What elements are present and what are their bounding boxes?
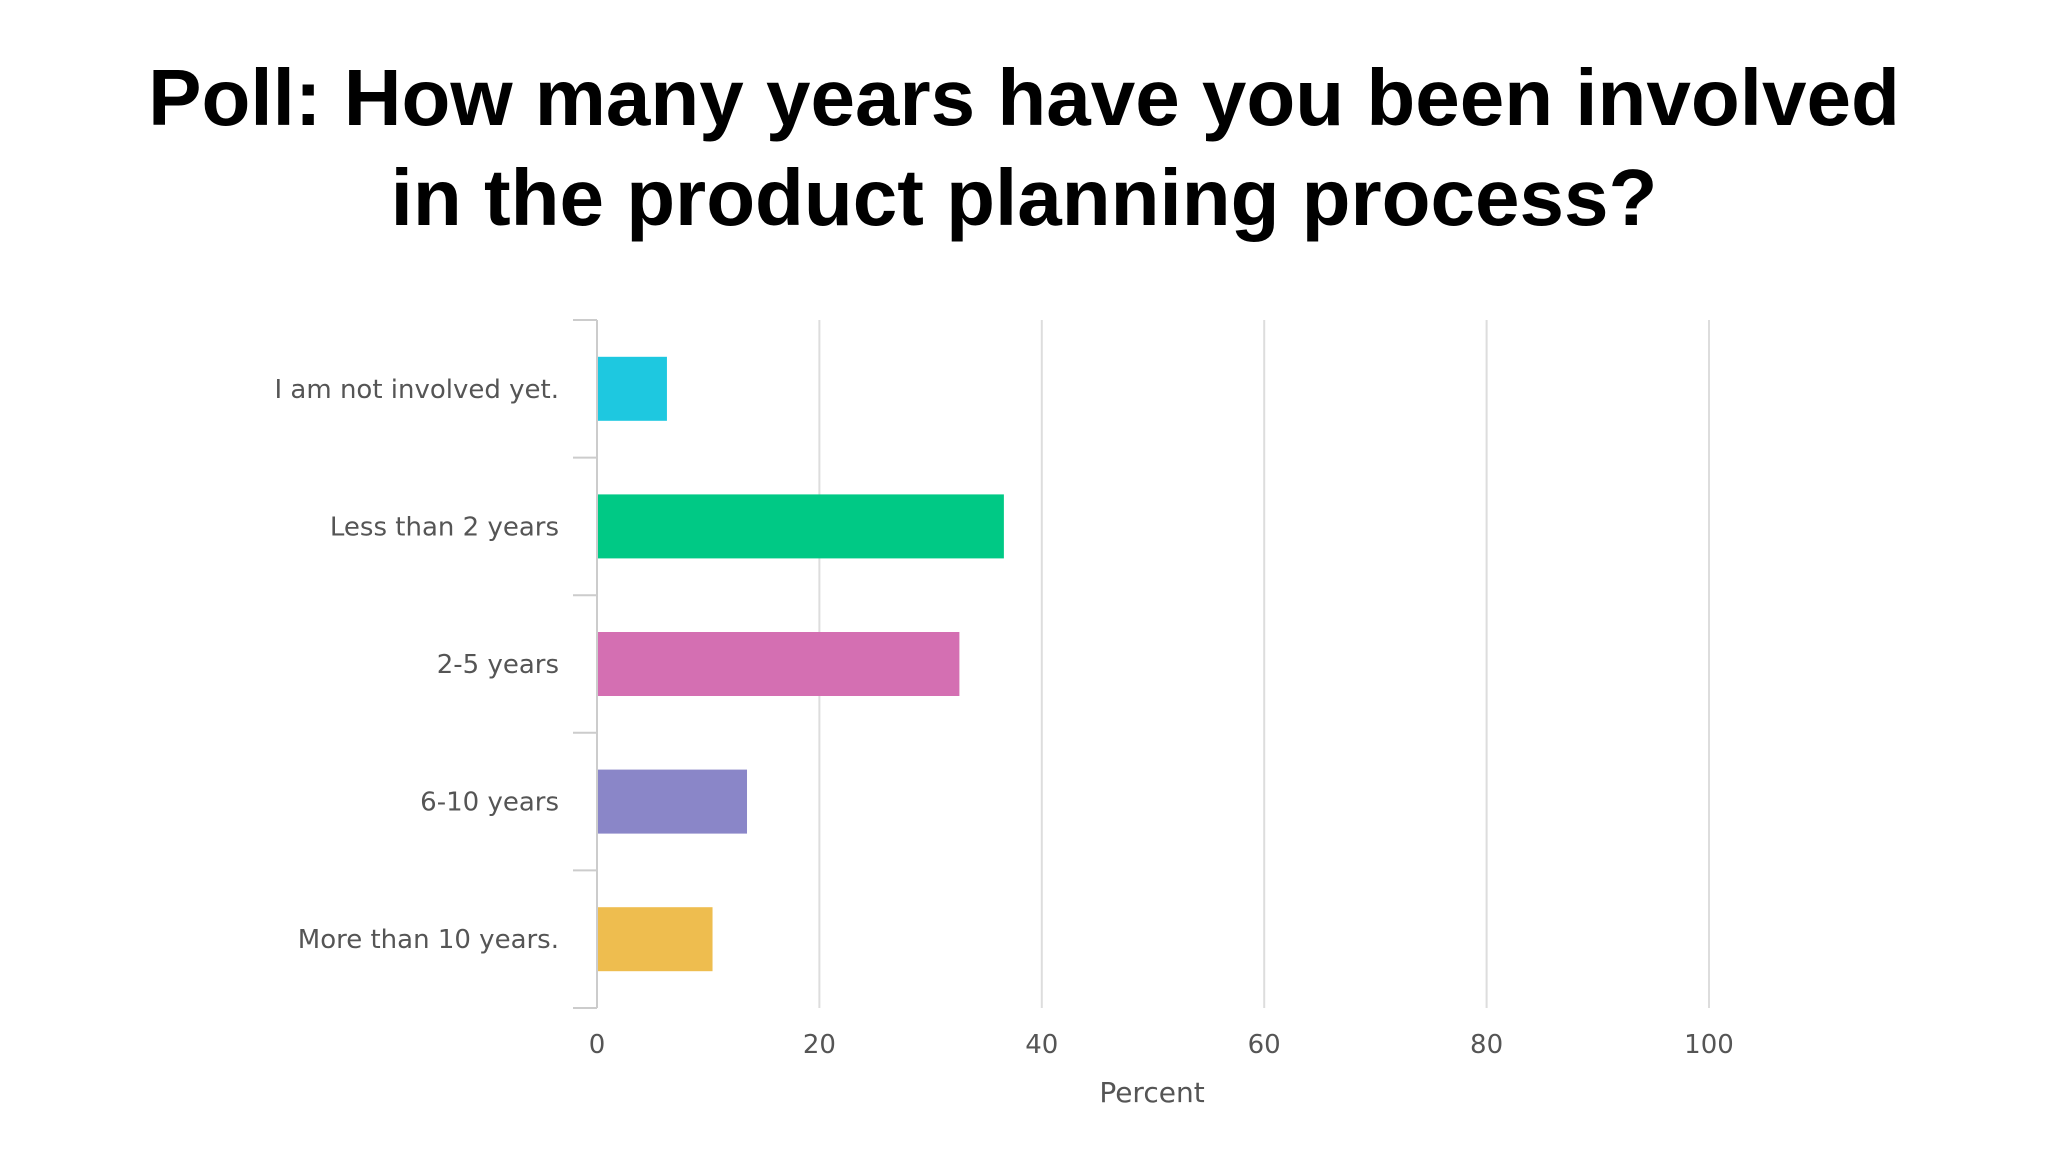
- bar: [598, 494, 1004, 559]
- category-label: I am not involved yet.: [274, 375, 559, 405]
- x-tick-label: 80: [1470, 1030, 1503, 1060]
- bar: [598, 356, 667, 421]
- x-tick-labels: 0 20 40 60 80 100: [589, 1030, 1734, 1060]
- x-tick-label: 40: [1025, 1030, 1058, 1060]
- x-tick-label: 100: [1684, 1030, 1734, 1060]
- chart-title: Poll: How many years have you been invol…: [0, 48, 2048, 248]
- x-tick-label: 20: [803, 1030, 836, 1060]
- chart-title-line-2: in the product planning process?: [390, 153, 1658, 242]
- y-axis: [573, 319, 598, 1009]
- x-tick-label: 0: [589, 1030, 606, 1060]
- chart-title-line-1: Poll: How many years have you been invol…: [148, 53, 1900, 142]
- category-label: Less than 2 years: [330, 512, 559, 542]
- category-labels: I am not involved yet. Less than 2 years 2…: [274, 375, 559, 955]
- category-label: 2-5 years: [437, 650, 559, 680]
- bar: [598, 907, 713, 972]
- bar: [598, 632, 960, 696]
- bars: [598, 356, 1004, 972]
- category-label: 6-10 years: [420, 788, 559, 818]
- x-axis-title: Percent: [1099, 1076, 1204, 1109]
- category-label: More than 10 years.: [298, 925, 559, 955]
- bar: [598, 769, 748, 834]
- x-tick-label: 60: [1248, 1030, 1281, 1060]
